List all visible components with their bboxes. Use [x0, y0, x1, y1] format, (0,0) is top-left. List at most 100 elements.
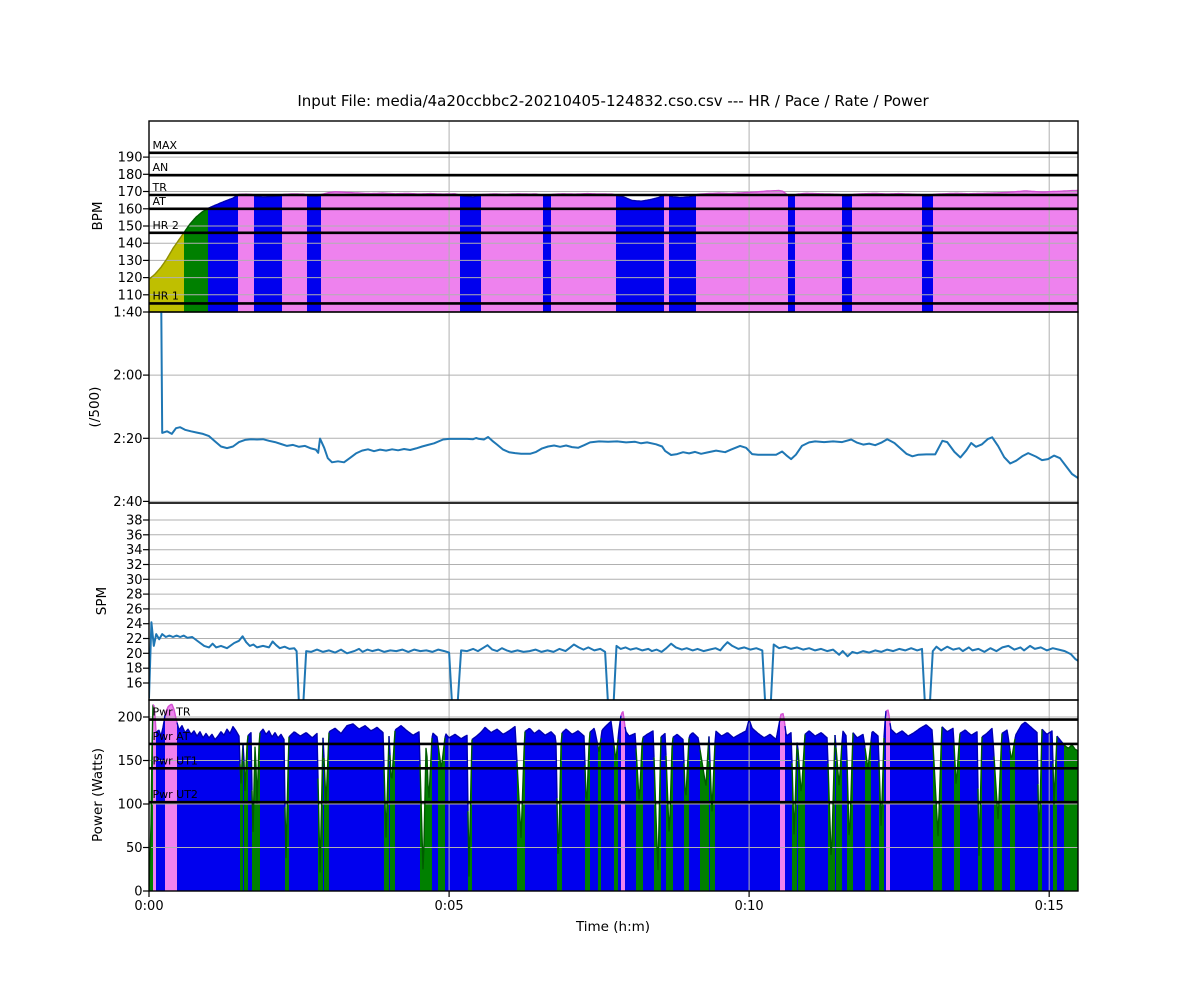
- power-zone-segment: [1042, 729, 1053, 891]
- hr-area-edge: [615, 193, 665, 202]
- power-area-edge: [708, 736, 711, 763]
- power-area-edge: [959, 729, 979, 789]
- power-area-edge: [328, 723, 385, 767]
- hr-zone-segment: [481, 193, 543, 312]
- power-zone-segment: [598, 738, 601, 891]
- power-area-edge: [388, 736, 391, 756]
- power-zone-segment: [614, 739, 618, 891]
- power-area-edge: [239, 743, 244, 784]
- hr-area-edge: [183, 207, 209, 233]
- y-tick-label: 22: [126, 632, 143, 647]
- power-area-edge: [431, 732, 439, 745]
- x-tick-label: 0:00: [134, 899, 163, 914]
- hr-zone-segment: [696, 190, 788, 312]
- power-area-edge: [981, 727, 995, 757]
- power-area-edge: [284, 736, 290, 859]
- power-area-edge: [155, 714, 166, 737]
- power-zone-segment: [836, 742, 842, 891]
- hr-zone-segment: [149, 232, 184, 312]
- hr-zone-segment: [208, 194, 238, 312]
- hr-area-edge: [932, 189, 1078, 196]
- power-zone-segment: [329, 723, 384, 891]
- threshold-label: AT: [153, 195, 167, 208]
- y-tick-label: 24: [126, 617, 143, 632]
- power-zone-segment: [805, 731, 828, 891]
- power-area-edge: [932, 726, 943, 837]
- power-zone-segment: [562, 729, 585, 891]
- pace-line: [160, 312, 1078, 480]
- power-zone-segment: [715, 719, 780, 891]
- power-zone-segment: [643, 731, 654, 891]
- power-zone-segment: [792, 742, 797, 891]
- power-area-edge: [600, 720, 615, 746]
- power-zone-segment: [1064, 744, 1078, 891]
- hr-zone-segment: [460, 194, 481, 312]
- power-zone-segment: [960, 730, 978, 891]
- hr-zone-segment: [933, 190, 1078, 312]
- power-zone-segment: [654, 736, 661, 891]
- power-zone-segment: [517, 731, 525, 891]
- power-area-edge: [444, 733, 469, 812]
- spm-line: [149, 621, 1078, 700]
- power-area-fill: [149, 704, 1078, 891]
- power-area-edge: [242, 743, 245, 762]
- power-area-edge: [804, 730, 829, 764]
- power-area-edge: [977, 736, 983, 856]
- hr-zone-segment: [616, 194, 664, 312]
- y-tick-label: 150: [118, 754, 143, 769]
- hr-zone-segment: [254, 195, 282, 312]
- power-area-edge: [797, 734, 806, 792]
- power-zone-segment: [1053, 736, 1057, 891]
- x-tick-label: 0:10: [734, 899, 763, 914]
- pace-panel-frame: [148, 311, 1079, 504]
- spm-data-layer: [149, 621, 1078, 700]
- power-data-layer: [149, 703, 1078, 887]
- power-grid: [149, 700, 1078, 892]
- power-zone-segment: [994, 733, 1002, 891]
- power-zone-segment: [390, 730, 395, 891]
- power-area-edge: [852, 732, 866, 748]
- y-tick-label: 200: [118, 711, 143, 726]
- power-area-edge: [317, 737, 324, 873]
- power-area-edge: [589, 727, 599, 747]
- threshold-label: Pwr UT2: [153, 788, 198, 801]
- x-tick-label: 0:05: [434, 899, 463, 914]
- power-zone-segment: [1002, 730, 1010, 891]
- power-area-edge: [471, 725, 518, 763]
- power-zone-segment: [954, 733, 960, 891]
- power-area-edge: [561, 728, 586, 766]
- chart-title: Input File: media/4a20ccbbc2-20210405-12…: [297, 92, 929, 110]
- power-area-edge: [259, 728, 286, 808]
- power-area-edge: [383, 736, 390, 838]
- power-area-edge: [322, 737, 325, 758]
- hr-zone-segment: [282, 194, 307, 312]
- y-tick-label: 140: [118, 237, 143, 252]
- power-zone-segment: [445, 734, 468, 891]
- y-tick-label: 120: [118, 271, 143, 286]
- hr-area-edge: [149, 232, 185, 280]
- threshold-label: HR 2: [153, 219, 179, 232]
- hr-zone-segment: [852, 193, 922, 312]
- power-zone-segment: [684, 738, 689, 891]
- y-tick-label: 50: [126, 841, 143, 856]
- power-area-edge: [323, 732, 330, 804]
- power-zone-segment: [420, 737, 432, 891]
- power-zone-segment: [871, 731, 879, 891]
- hr-area-edge: [695, 189, 789, 196]
- hr-zone-segment: [543, 194, 551, 312]
- power-area-edge: [419, 737, 433, 870]
- power-zone-segment: [244, 735, 248, 891]
- power-area-edge: [613, 739, 619, 761]
- power-zone-segment: [1015, 722, 1038, 891]
- power-zone-segment: [438, 737, 445, 891]
- power-zone-segment: [1010, 738, 1015, 891]
- power-zone-segment: [1057, 736, 1064, 891]
- power-zone-segment: [865, 741, 871, 891]
- spm-grid: [149, 503, 1078, 700]
- power-area-edge: [251, 732, 261, 832]
- power-area-edge: [437, 737, 446, 768]
- power-zone-segment: [709, 736, 710, 891]
- power-zone-segment: [835, 735, 836, 891]
- power-zone-segment: [389, 736, 390, 891]
